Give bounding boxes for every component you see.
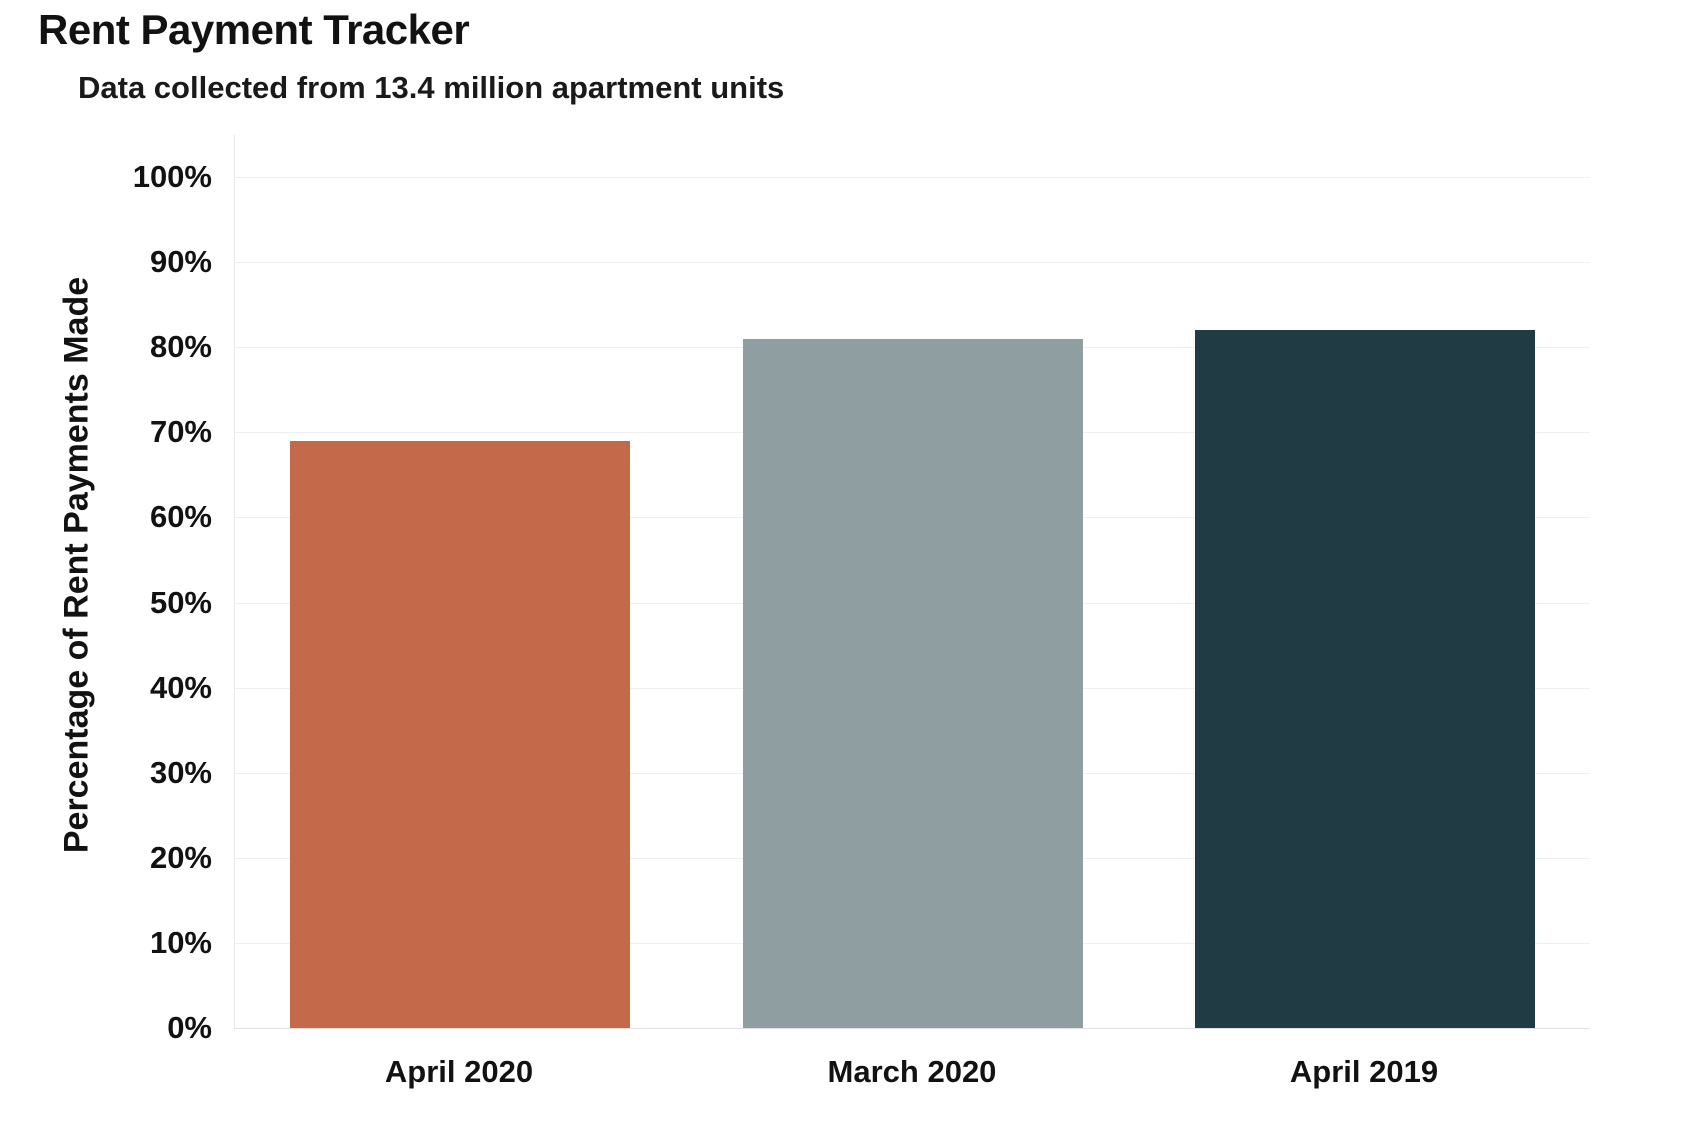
y-tick-label-10: 10% [149, 925, 212, 960]
chart-subtitle: Data collected from 13.4 million apartme… [78, 70, 785, 105]
y-tick-label-90: 90% [149, 244, 212, 279]
x-axis-line [234, 1028, 1589, 1029]
gridline-100 [235, 177, 1590, 178]
y-tick-label-80: 80% [149, 329, 212, 364]
bar-april-2020[interactable] [290, 441, 630, 1028]
x-tick-label-april-2019: April 2019 [1289, 1054, 1439, 1089]
x-tick-label-april-2020: April 2020 [384, 1054, 534, 1089]
y-tick-label-70: 70% [149, 414, 212, 449]
y-tick-label-100: 100% [132, 159, 212, 194]
y-tick-label-0: 0% [167, 1010, 212, 1045]
y-tick-label-30: 30% [149, 755, 212, 790]
y-tick-label-50: 50% [149, 585, 212, 620]
y-tick-label-60: 60% [149, 499, 212, 534]
plot-area [234, 135, 1590, 1029]
x-tick-label-march-2020: March 2020 [827, 1054, 997, 1089]
gridline-90 [235, 262, 1590, 263]
chart-title: Rent Payment Tracker [38, 6, 470, 53]
bar-march-2020[interactable] [743, 339, 1083, 1028]
y-tick-label-20: 20% [149, 840, 212, 875]
y-tick-label-40: 40% [149, 670, 212, 705]
bar-april-2019[interactable] [1195, 330, 1535, 1028]
